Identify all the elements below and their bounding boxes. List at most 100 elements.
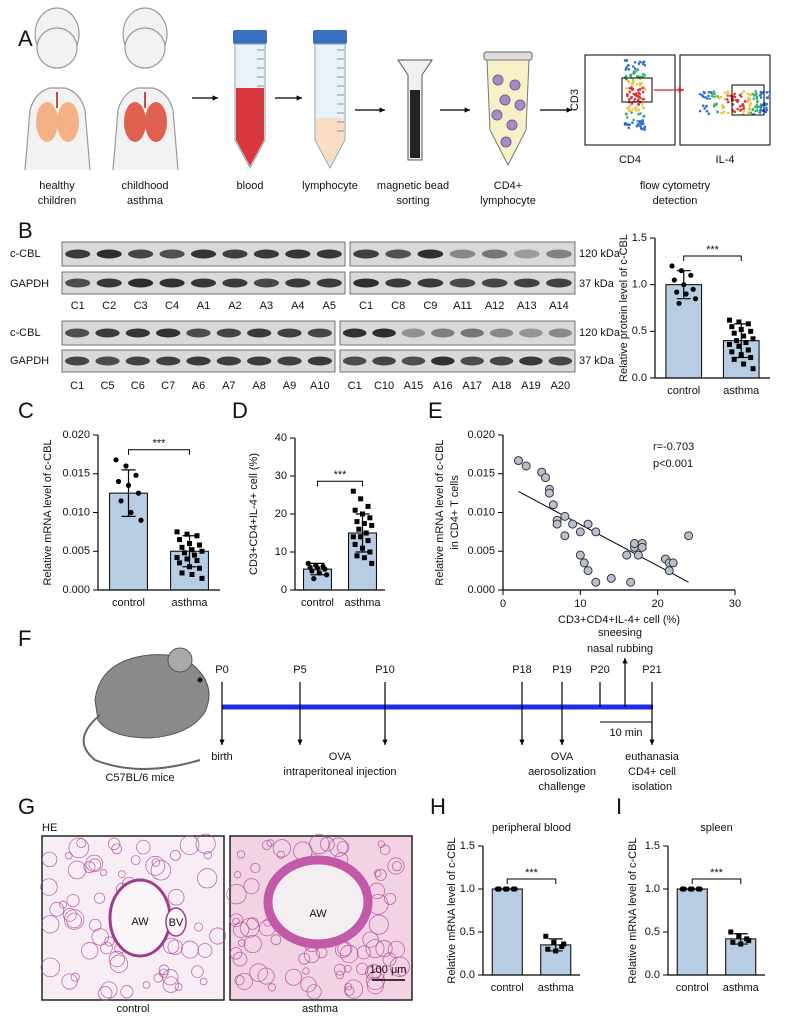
flow-dot [742,107,745,110]
flow-dot [641,106,645,109]
tissue [88,918,102,932]
tissue [261,840,272,851]
flow-dot [754,89,758,93]
flow-dot [722,110,726,114]
blot-band [546,249,572,259]
tissue [226,884,247,905]
data-point [690,286,696,292]
flow-dot [742,110,746,113]
data-point [196,565,202,571]
tissue [59,900,68,909]
blot-band [460,328,484,338]
blot-band [65,278,91,288]
flow-dot [624,68,628,71]
flow-dot [640,81,644,85]
timepoint: P10 [375,664,395,676]
arrow-head [559,739,565,745]
significance: *** [525,867,539,879]
timepoint: P5 [293,664,306,676]
annotation: p<0.001 [653,458,693,470]
lane-label: C1 [359,300,373,312]
cell [491,109,503,121]
tube-fill [316,118,344,166]
blot-band [159,278,185,288]
flow-dot [643,88,647,91]
significance-bracket [506,878,557,884]
data-point [115,478,122,485]
tissue [397,966,407,977]
data-point [360,545,365,551]
timepoint: P19 [552,664,572,676]
significance-bracket [128,449,190,455]
data-point [521,461,531,471]
data-point [552,519,562,529]
data-point [688,272,694,278]
x-tick-label: control [667,385,700,397]
error-bar [121,469,136,517]
data-point [138,517,144,523]
flow-dot [740,92,744,95]
flow-dot [638,60,642,64]
person-head [36,27,78,69]
data-point [358,496,364,502]
tissue [167,939,183,955]
arrow-head [519,739,525,745]
flow-dot [631,82,634,86]
flow-dot [627,64,630,67]
flow-dot [738,93,742,97]
label: CD4+ cell [628,766,676,778]
data-point [363,530,369,536]
data-point [736,933,742,939]
flow-dot [629,96,633,100]
label: OVA [329,751,352,763]
tissue [285,968,303,986]
flow-dot [625,66,628,69]
data-point [684,531,694,541]
label: blood [237,180,264,192]
axis-label: CD3 [569,89,581,111]
blot-band [128,249,154,259]
flow-dot [725,98,729,101]
data-point [734,338,740,344]
blot-band [353,278,379,288]
flow-dot [641,90,645,94]
flow-dot [732,98,735,102]
data-point [692,296,699,302]
tissue [136,839,151,855]
blot-strip [339,349,576,373]
blot-band [353,249,379,259]
tissue [343,979,364,999]
lane-label: C3 [134,300,148,312]
flow-dot [749,102,752,106]
annotation: r=-0.703 [653,441,694,453]
flow-dot [637,102,640,106]
data-point [560,531,570,541]
data-point [748,328,754,334]
flow-dot [713,95,716,99]
tissue [234,975,245,986]
tissue [243,934,262,954]
flow-dot [705,104,708,108]
panel-label: C [18,398,34,423]
data-point [626,577,636,587]
data-point [606,573,616,583]
vessel [165,907,187,937]
flow-dot [764,103,767,106]
tissue [49,901,65,917]
data-point [182,550,188,556]
flow-dot [698,109,702,113]
lane-label: A4 [291,300,304,312]
flow-dot [736,107,739,111]
blot-band [481,249,508,259]
data-point [360,511,365,517]
tissue [153,973,163,983]
fit-line [518,491,689,583]
label: AW [131,916,149,928]
flow-dot [726,92,730,96]
flow-dot [749,93,752,97]
tissue [99,869,108,877]
flow-dot [636,88,640,92]
data-point [177,560,183,566]
tissue [232,917,240,926]
arrow-head [297,739,303,745]
